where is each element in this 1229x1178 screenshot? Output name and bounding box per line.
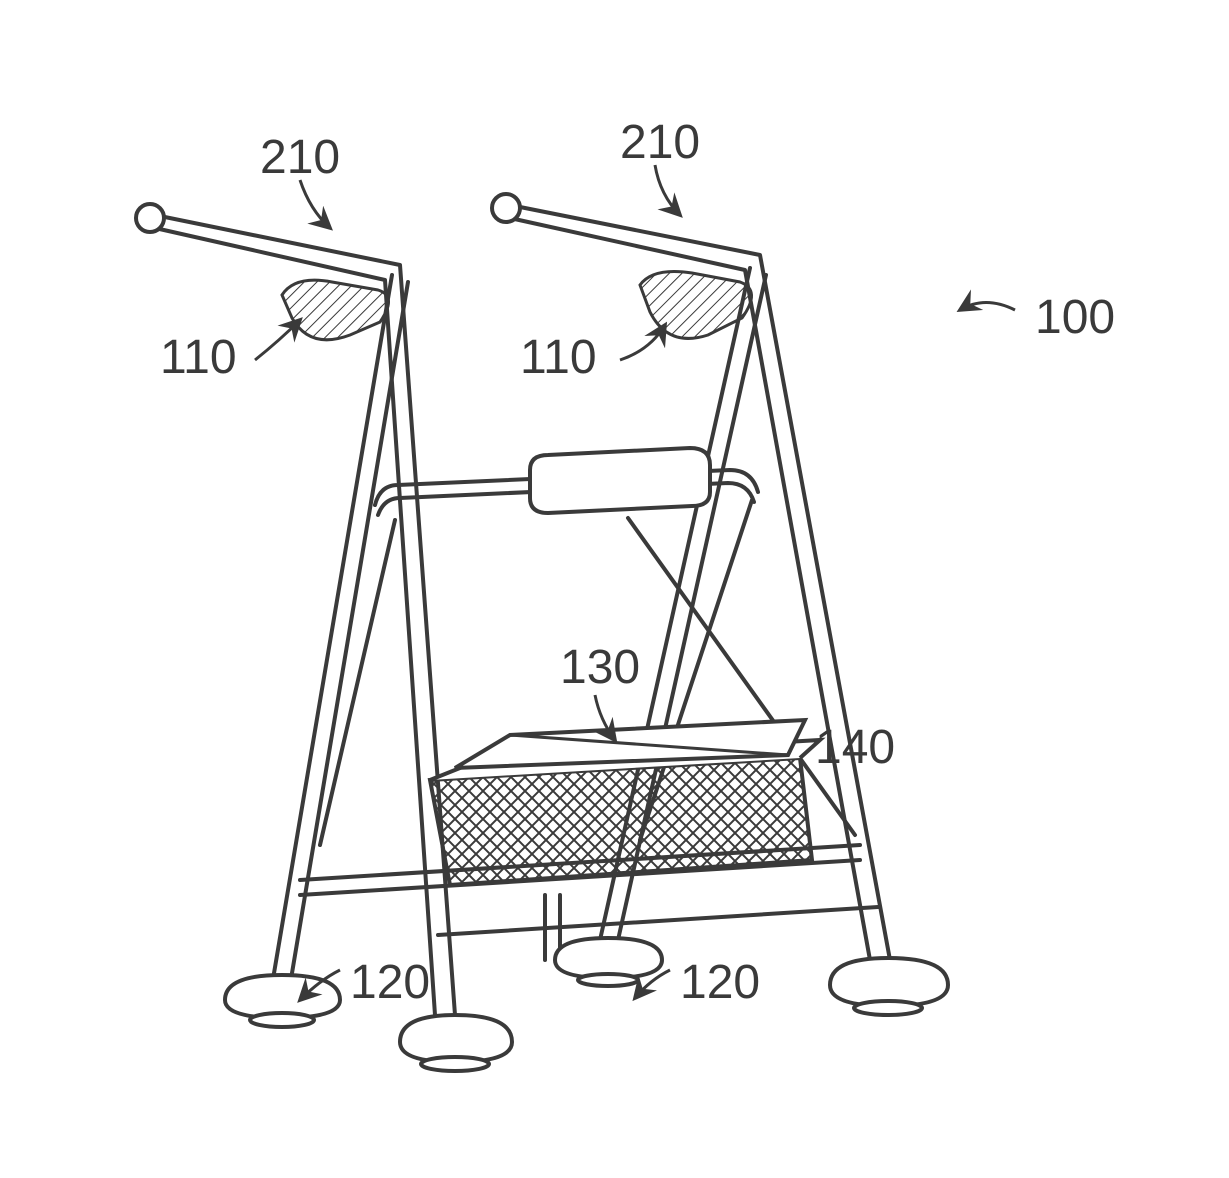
label-210-right: 210 [620,115,700,170]
figure-container: 100 210 210 110 110 130 140 120 120 [0,0,1229,1178]
label-100: 100 [1035,290,1115,345]
leader-arr_110_right [620,325,665,360]
foot-front-right [830,958,948,1015]
foot-front-left [400,1015,512,1071]
label-120-right: 120 [680,955,760,1010]
leader-arr_210_left [300,180,330,228]
grips [282,272,752,340]
grip-left [282,280,389,340]
feet [225,938,948,1071]
figure-svg [0,0,1229,1178]
leader-arr_210_right [655,165,680,215]
foot-rear-right [555,938,662,986]
label-120-left: 120 [350,955,430,1010]
label-140: 140 [815,720,895,775]
label-110-left: 110 [160,330,237,385]
walker-frame [136,194,890,1015]
basket-140 [430,758,812,885]
brace-left [320,520,395,845]
basket-assembly [430,720,820,885]
leader-arr_100 [960,303,1015,311]
label-110-right: 110 [520,330,597,385]
leader-arr_110_left [255,320,300,360]
foot-rear-left [225,975,340,1027]
label-130: 130 [560,640,640,695]
label-210-left: 210 [260,130,340,185]
rear-crossbar [375,448,758,515]
